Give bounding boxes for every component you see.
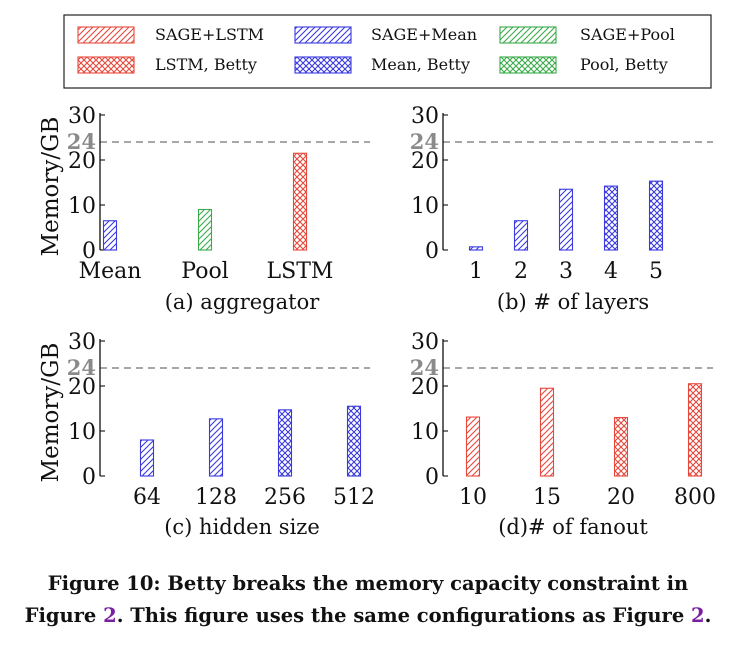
y-tick-label: 10 — [411, 420, 439, 445]
chart-panel-c: 24 0 10 20 30 64 128 256 512 (c) hidden size Memor… — [38, 330, 375, 539]
y-tick-label: 30 — [411, 330, 439, 355]
legend-swatch — [499, 56, 557, 74]
legend-box — [63, 14, 712, 89]
chart-panel-a: 24 0 10 20 30 Mean Pool LSTM (a) aggregator Memor… — [38, 104, 370, 314]
legend-swatch — [499, 26, 557, 44]
panel-subtitle: (b) # of layers — [497, 290, 649, 314]
caption-lead: Figure 10: Betty breaks the memory capac… — [24, 572, 689, 627]
bar-mean — [102, 220, 118, 251]
figure-caption: Figure 10: Betty breaks the memory capac… — [18, 568, 718, 632]
y-tick-label: 10 — [68, 194, 96, 219]
legend-label: SAGE+Pool — [580, 25, 675, 44]
y-tick-label: 0 — [425, 239, 439, 264]
x-tick-label: 3 — [559, 259, 573, 284]
bar-10 — [465, 416, 481, 477]
bar-pool — [197, 208, 213, 251]
x-tick-label: 4 — [604, 259, 618, 284]
x-tick-label: Pool — [181, 259, 228, 284]
x-tick-label: 15 — [533, 485, 561, 510]
bar-128 — [208, 418, 224, 477]
x-tick-label: 1 — [469, 259, 483, 284]
bar-64 — [139, 439, 155, 477]
bar-800 — [687, 383, 703, 477]
x-tick-label: 512 — [333, 485, 375, 510]
bar-15 — [539, 387, 555, 477]
legend-swatch — [294, 56, 352, 74]
y-axis-label: Memory/GB — [38, 117, 64, 257]
y-tick-label: 30 — [411, 104, 439, 129]
legend-label: SAGE+LSTM — [155, 25, 264, 44]
x-tick-label: 2 — [514, 259, 528, 284]
capacity-label: 24 — [410, 129, 439, 154]
y-tick-label: 20 — [411, 149, 439, 174]
x-tick-label: 20 — [607, 485, 635, 510]
capacity-label: 24 — [67, 129, 96, 154]
bar-5 — [648, 180, 664, 251]
caption-end: . — [704, 604, 712, 627]
caption-figure-link-1[interactable]: 2 — [103, 604, 117, 627]
y-axis-label: Memory/GB — [38, 343, 64, 483]
legend-label: SAGE+Mean — [371, 25, 477, 44]
bar-2 — [513, 220, 529, 251]
legend-label: Pool, Betty — [580, 55, 668, 74]
legend-label: Mean, Betty — [371, 55, 470, 74]
chart-panel-d: 24 0 10 20 30 10 15 20 800 (d)# of fanout — [410, 330, 716, 539]
bar-20 — [613, 416, 629, 477]
x-tick-label: 800 — [674, 485, 716, 510]
y-tick-label: 10 — [68, 420, 96, 445]
bar-3 — [558, 188, 574, 251]
y-tick-label: 10 — [411, 194, 439, 219]
legend-swatch — [77, 56, 135, 74]
y-tick-label: 20 — [68, 149, 96, 174]
x-tick-label: 64 — [133, 485, 161, 510]
y-tick-label: 0 — [82, 465, 96, 490]
y-tick-label: 20 — [68, 375, 96, 400]
y-tick-label: 0 — [425, 465, 439, 490]
x-tick-label: Mean — [79, 259, 142, 284]
y-tick-label: 20 — [411, 375, 439, 400]
x-tick-label: 128 — [195, 485, 237, 510]
panel-subtitle: (a) aggregator — [165, 290, 320, 314]
bar-512 — [346, 405, 362, 477]
capacity-label: 24 — [410, 355, 439, 380]
capacity-label: 24 — [67, 355, 96, 380]
panel-subtitle: (c) hidden size — [164, 515, 320, 539]
bar-256 — [277, 409, 293, 477]
y-tick-label: 30 — [68, 104, 96, 129]
bar-4 — [603, 185, 619, 251]
legend-swatch — [77, 26, 135, 44]
y-tick-label: 0 — [82, 239, 96, 264]
legend-swatch — [294, 26, 352, 44]
bar-1 — [468, 246, 484, 251]
legend: SAGE+LSTM SAGE+Mean SAGE+Pool LSTM, Betty Me… — [63, 14, 712, 89]
y-tick-label: 30 — [68, 330, 96, 355]
figure-canvas: SAGE+LSTM SAGE+Mean SAGE+Pool LSTM, Betty Me… — [38, 14, 716, 539]
x-tick-label: 256 — [264, 485, 306, 510]
legend-label: LSTM, Betty — [155, 55, 257, 74]
x-tick-label: LSTM — [267, 259, 334, 284]
x-tick-label: 10 — [459, 485, 487, 510]
caption-figure-link-2[interactable]: 2 — [691, 604, 705, 627]
bar-lstm — [292, 152, 308, 251]
caption-middle: . This figure uses the same configuratio… — [116, 604, 692, 627]
chart-panel-b: 24 0 10 20 30 1 2 3 4 5(b) # of layers — [410, 104, 713, 314]
x-tick-label: 5 — [649, 259, 663, 284]
panel-subtitle: (d)# of fanout — [498, 515, 648, 539]
